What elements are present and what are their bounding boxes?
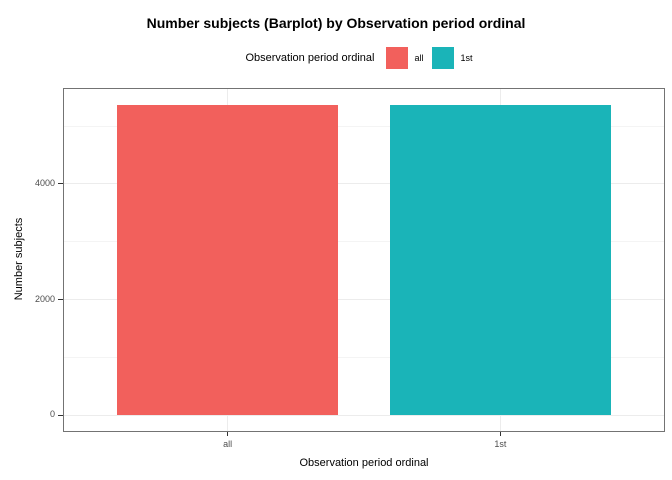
x-axis-title: Observation period ordinal bbox=[299, 457, 429, 469]
x-tick-label: all bbox=[223, 439, 233, 449]
bar-all bbox=[117, 104, 339, 416]
legend-key-1st bbox=[431, 47, 454, 69]
legend-title: Observation period ordinal bbox=[245, 52, 375, 64]
y-tick-label: 4000 bbox=[34, 177, 55, 188]
legend-items: all 1st bbox=[385, 47, 481, 69]
y-axis-title: Number subjects bbox=[13, 217, 25, 301]
gridline-minor bbox=[64, 241, 664, 243]
legend-label-all: all bbox=[414, 53, 424, 63]
y-tick-label: 0 bbox=[49, 409, 55, 420]
legend: Observation period ordinal all 1st bbox=[27, 46, 672, 70]
y-tick-mark bbox=[58, 414, 63, 416]
gridline-major bbox=[64, 299, 664, 301]
y-tick-mark bbox=[58, 183, 63, 185]
gridline-minor bbox=[64, 357, 664, 358]
x-tick-mark bbox=[499, 432, 501, 436]
gridline-minor bbox=[64, 125, 664, 127]
y-tick-label: 2000 bbox=[34, 293, 55, 304]
gridline-major bbox=[64, 414, 664, 416]
plot-panel bbox=[63, 88, 665, 432]
x-tick-mark bbox=[227, 432, 229, 436]
legend-label-1st: 1st bbox=[460, 53, 473, 63]
x-tick-label: 1st bbox=[494, 439, 507, 449]
legend-key-all bbox=[385, 47, 408, 69]
bar-1st bbox=[389, 104, 611, 416]
gridline-major bbox=[64, 183, 664, 185]
y-tick-mark bbox=[58, 299, 63, 301]
plot-title: Number subjects (Barplot) by Observation… bbox=[146, 15, 526, 31]
